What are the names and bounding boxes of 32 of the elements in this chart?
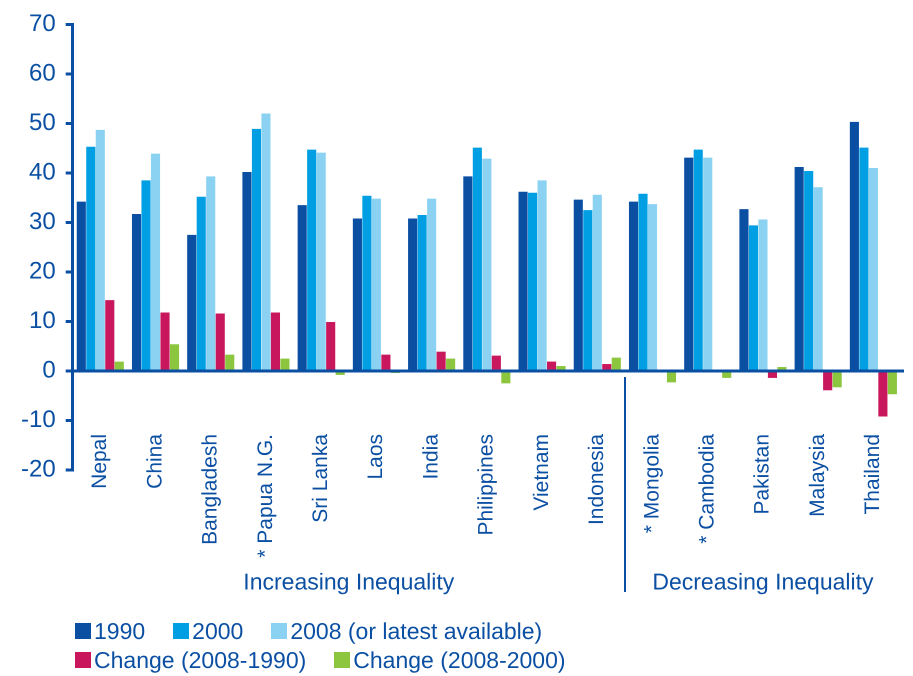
x-tick-label: * Cambodia xyxy=(696,434,719,544)
y-tick-label: 10 xyxy=(28,307,56,334)
x-tick-label: Bangladesh xyxy=(198,434,222,545)
x-tick-label: Vietnam xyxy=(530,434,553,511)
x-tick-label: India xyxy=(419,434,442,480)
y-tick-label: 50 xyxy=(28,109,56,136)
y-tick-label: 70 xyxy=(28,10,56,38)
x-tick-label: Pakistan xyxy=(750,434,774,515)
x-tick-label: Indonesia xyxy=(585,434,608,526)
x-tick-label: China xyxy=(143,434,166,489)
legend-label: 2000 xyxy=(192,618,244,644)
x-tick-label: Sri Lanka xyxy=(308,434,332,523)
legend-label: Change (2008-1990) xyxy=(94,647,306,673)
legend-label: 1990 xyxy=(94,618,146,644)
text: Decreasing Inequality xyxy=(652,568,874,594)
x-tick-label: Nepal xyxy=(88,434,112,489)
y-tick-label: 30 xyxy=(28,208,56,236)
legend-label: 2008 (or latest available) xyxy=(290,618,542,644)
x-tick-label: * Mongolia xyxy=(640,434,664,534)
x-tick-label: * Papua N.G. xyxy=(254,434,277,558)
x-tick-label: Malaysia xyxy=(806,434,829,517)
x-tick-label: Philippines xyxy=(474,434,498,536)
y-tick-label: 60 xyxy=(28,60,56,87)
y-tick-label: -10 xyxy=(21,406,56,434)
x-tick-label: Laos xyxy=(364,434,388,480)
y-tick-label: -20 xyxy=(21,456,56,483)
y-tick-label: 20 xyxy=(28,258,56,285)
y-tick-label: 0 xyxy=(42,356,56,384)
text: Increasing Inequality xyxy=(243,568,455,594)
legend-label: Change (2008-2000) xyxy=(353,647,566,673)
y-tick-label: 40 xyxy=(28,158,56,186)
x-tick-label: Thailand xyxy=(861,434,884,515)
